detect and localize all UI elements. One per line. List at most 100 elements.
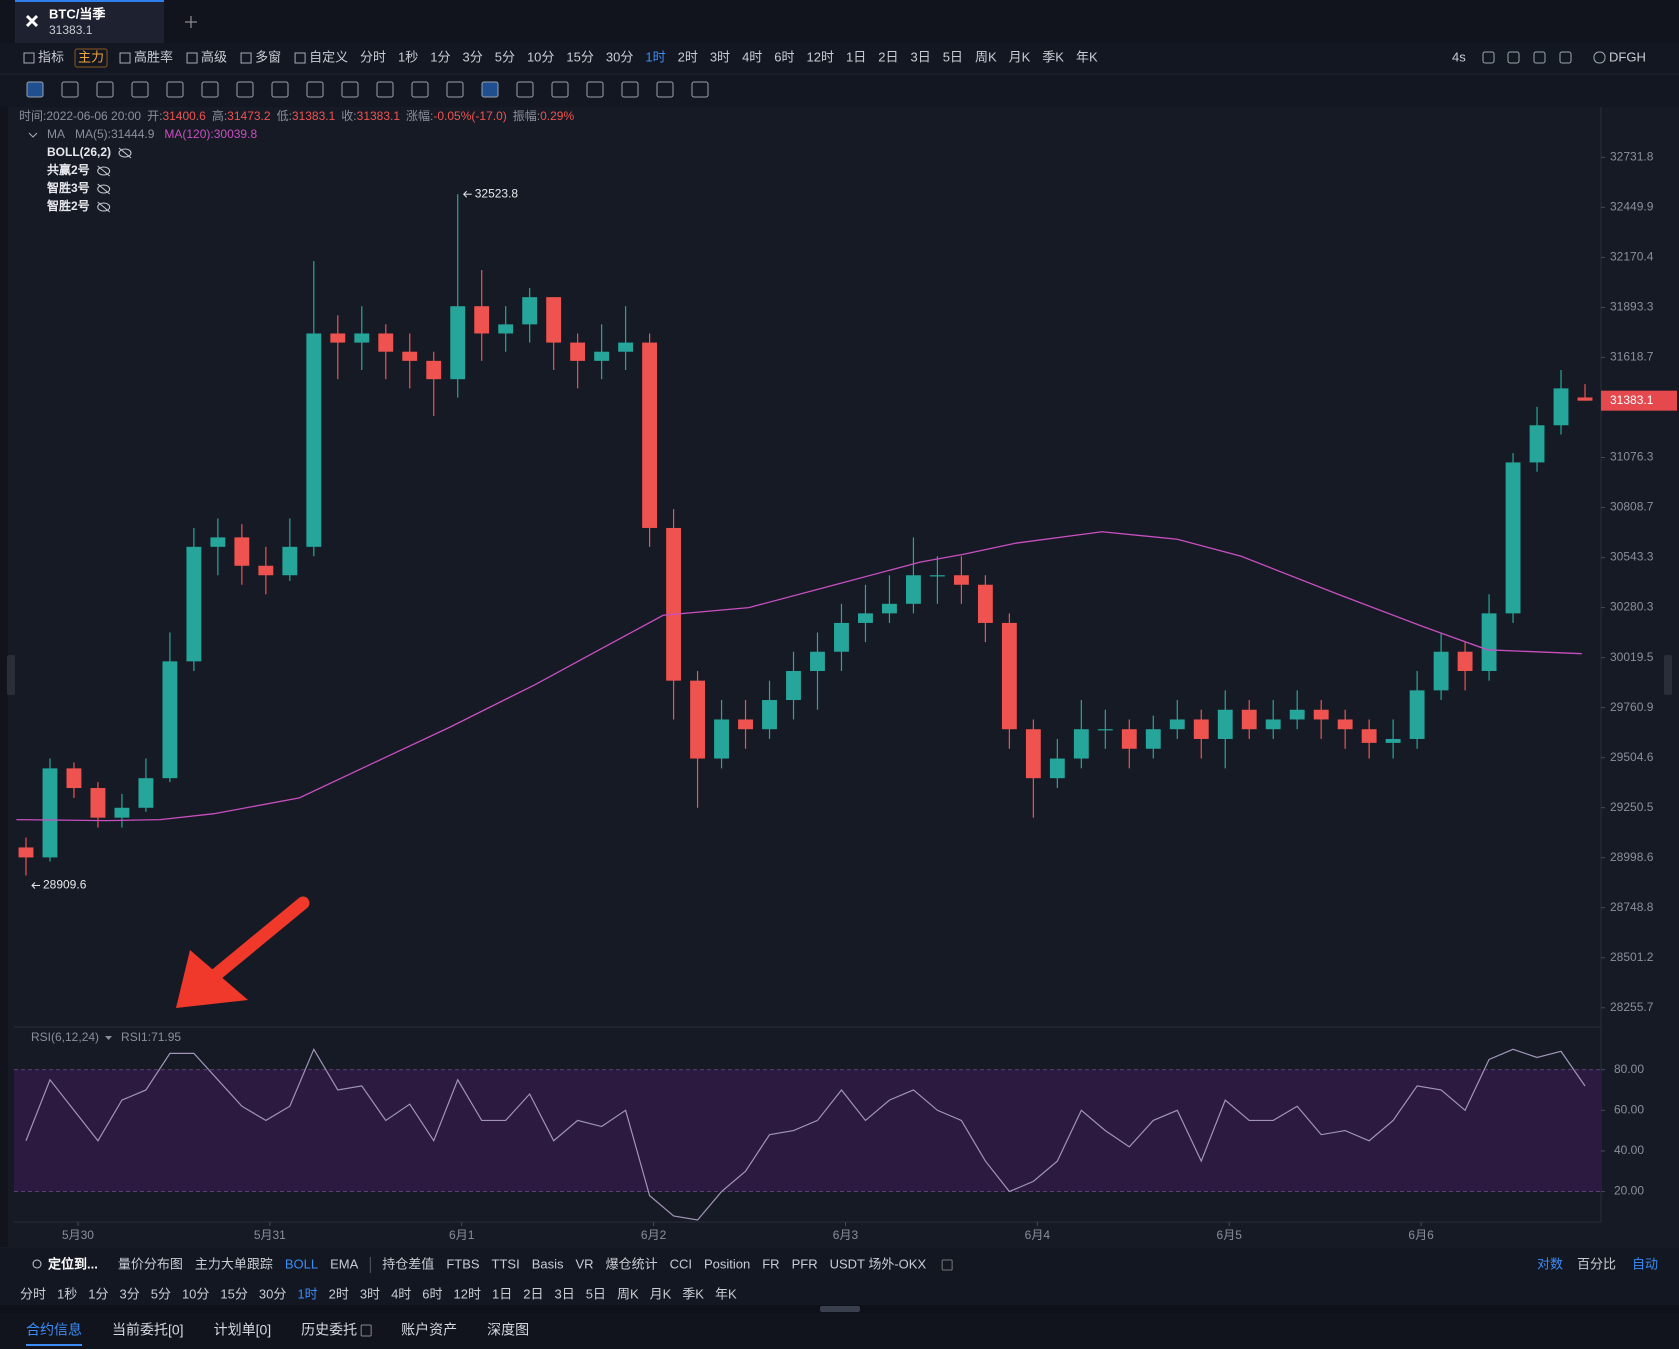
indicator-tool[interactable]: TTSI [492, 1256, 520, 1271]
interval[interactable]: 2日 [523, 1286, 543, 1301]
draw-tool[interactable] [551, 81, 569, 98]
interval[interactable]: 30分 [259, 1286, 286, 1301]
scale-option[interactable]: 对数 [1537, 1256, 1563, 1271]
toolbar-item[interactable]: 指标 [38, 49, 64, 64]
external-icon[interactable] [941, 1259, 953, 1271]
rsi-label[interactable]: RSI(6,12,24) [31, 1030, 99, 1044]
indicator-name[interactable]: 智胜3号 [46, 180, 90, 195]
visibility-icon[interactable] [97, 202, 111, 212]
indicator-tool[interactable]: CCI [670, 1256, 692, 1271]
collapse-chevron[interactable] [28, 132, 38, 138]
indicator-name[interactable]: 共赢2号 [47, 162, 90, 177]
draw-tool[interactable] [96, 81, 114, 98]
interval[interactable]: 年K [1076, 49, 1098, 64]
interval[interactable]: 30分 [606, 49, 633, 64]
bottom-tab[interactable]: 历史委托 [301, 1322, 357, 1338]
draw-tool[interactable] [306, 81, 324, 98]
indicator-name[interactable]: BOLL(26,2) [47, 145, 111, 159]
interval[interactable]: 5日 [586, 1286, 606, 1301]
interval[interactable]: 3分 [462, 49, 482, 64]
indicator-tool[interactable]: USDT 场外-OKX [830, 1256, 927, 1271]
indicator-tool[interactable]: VR [576, 1256, 594, 1271]
indicator-tool[interactable]: FR [762, 1256, 779, 1271]
draw-tool[interactable] [656, 81, 674, 98]
interval[interactable]: 分时 [360, 49, 386, 64]
interval[interactable]: 5日 [943, 49, 963, 64]
interval[interactable]: 月K [1009, 49, 1031, 64]
interval[interactable]: 周K [617, 1286, 639, 1301]
interval[interactable]: 5分 [495, 49, 515, 64]
tab-symbol[interactable]: BTC/当季 [49, 6, 105, 21]
toolbar-icon[interactable] [1507, 51, 1520, 64]
toolbar-item[interactable]: 高级 [201, 49, 227, 64]
indicator-tool[interactable]: 爆仓统计 [606, 1256, 658, 1271]
bottom-tab[interactable]: 深度图 [487, 1322, 529, 1338]
resize-handle[interactable] [820, 1306, 860, 1312]
visibility-icon[interactable] [118, 148, 132, 158]
toolbar-item[interactable]: 主力 [78, 49, 104, 64]
toolbar-icon[interactable] [1533, 51, 1546, 64]
interval[interactable]: 1分 [88, 1286, 108, 1301]
interval[interactable]: 季K [1042, 49, 1064, 64]
draw-tool[interactable] [586, 81, 604, 98]
interval[interactable]: 1日 [492, 1286, 512, 1301]
locate-icon[interactable] [32, 1259, 42, 1269]
account[interactable]: DFGH [1609, 49, 1646, 64]
draw-tool[interactable] [621, 81, 639, 98]
interval[interactable]: 12时 [807, 49, 834, 64]
bottom-tab[interactable]: 计划单[0] [214, 1322, 272, 1338]
interval[interactable]: 2时 [678, 49, 698, 64]
interval[interactable]: 4时 [742, 49, 762, 64]
draw-tool[interactable] [61, 81, 79, 98]
draw-tool[interactable] [166, 81, 184, 98]
scale-option[interactable]: 自动 [1632, 1256, 1658, 1271]
locate[interactable]: 定位到... [47, 1256, 98, 1271]
interval[interactable]: 10分 [182, 1286, 209, 1301]
interval[interactable]: 6时 [774, 49, 794, 64]
indicator-name[interactable]: 智胜2号 [46, 198, 90, 213]
interval[interactable]: 年K [715, 1286, 737, 1301]
indicator-tool[interactable]: Basis [532, 1256, 564, 1271]
toolbar-icon[interactable] [1559, 51, 1572, 64]
toolbar-item[interactable]: 高胜率 [134, 49, 173, 64]
interval[interactable]: 3分 [119, 1286, 139, 1301]
interval[interactable]: 月K [650, 1286, 672, 1301]
interval[interactable]: 10分 [527, 49, 554, 64]
interval[interactable]: 2时 [329, 1286, 349, 1301]
indicator-tool[interactable]: 持仓差值 [382, 1256, 434, 1271]
interval[interactable]: 季K [682, 1286, 704, 1301]
draw-tool[interactable] [201, 81, 219, 98]
toolbar-item[interactable]: 自定义 [309, 49, 348, 64]
interval[interactable]: 15分 [566, 49, 593, 64]
indicator-tool[interactable]: EMA [330, 1256, 359, 1271]
left-handle[interactable] [7, 655, 15, 695]
interval[interactable]: 5分 [151, 1286, 171, 1301]
draw-tool[interactable] [691, 81, 709, 98]
indicator-tool[interactable]: Position [704, 1256, 750, 1271]
draw-tool[interactable] [236, 81, 254, 98]
visibility-icon[interactable] [97, 184, 111, 194]
rsi-dropdown[interactable] [105, 1036, 113, 1040]
interval[interactable]: 1日 [846, 49, 866, 64]
draw-tool[interactable] [376, 81, 394, 98]
interval[interactable]: 2日 [878, 49, 898, 64]
draw-tool[interactable] [26, 81, 44, 98]
interval[interactable]: 3时 [360, 1286, 380, 1301]
bottom-tab[interactable]: 合约信息 [26, 1322, 82, 1338]
interval[interactable]: 分时 [20, 1286, 46, 1301]
draw-tool[interactable] [131, 81, 149, 98]
interval[interactable]: 1秒 [57, 1286, 77, 1301]
interval[interactable]: 周K [975, 49, 997, 64]
indicator-tool[interactable]: FTBS [446, 1256, 480, 1271]
visibility-icon[interactable] [97, 166, 111, 176]
interval[interactable]: 3日 [554, 1286, 574, 1301]
indicator-tool[interactable]: PFR [792, 1256, 818, 1271]
draw-tool[interactable] [481, 81, 499, 98]
interval[interactable]: 12时 [454, 1286, 481, 1301]
draw-tool[interactable] [271, 81, 289, 98]
interval[interactable]: 1秒 [398, 49, 418, 64]
interval[interactable]: 3时 [710, 49, 730, 64]
add-tab[interactable] [185, 16, 197, 28]
interval[interactable]: 15分 [220, 1286, 247, 1301]
interval[interactable]: 3日 [910, 49, 930, 64]
